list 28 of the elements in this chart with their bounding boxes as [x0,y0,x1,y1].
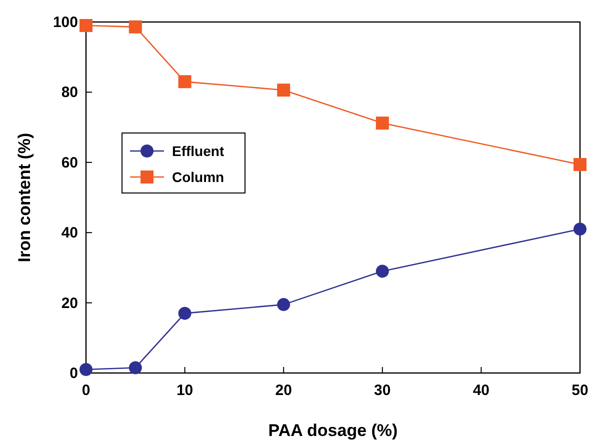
y-axis-title: Iron content (%) [15,132,34,262]
x-tick-label: 40 [472,382,490,399]
point [80,362,92,376]
point [277,298,290,312]
x-axis-title: PAA dosage (%) [268,421,398,440]
point [574,222,586,236]
x-tick-label: 20 [275,382,292,399]
point [128,20,142,34]
x-tick-label: 50 [572,382,588,399]
point [277,84,290,97]
point [178,306,192,320]
point [178,75,192,88]
y-tick-label: 40 [61,224,78,242]
y-tick-label: 0 [70,365,78,382]
point [128,361,142,374]
point [376,264,389,278]
legend-label: Column [172,169,224,185]
x-tick-label: 10 [176,382,194,399]
legend-label: Effluent [172,143,224,159]
point [376,116,389,130]
y-tick-label: 60 [61,154,78,172]
point [80,19,92,32]
y-tick-label: 20 [61,294,78,312]
x-tick-label: 0 [82,382,90,399]
x-tick-label: 30 [374,382,391,399]
y-tick-label: 100 [52,14,78,31]
point [574,158,586,172]
y-tick-label: 80 [61,84,78,102]
